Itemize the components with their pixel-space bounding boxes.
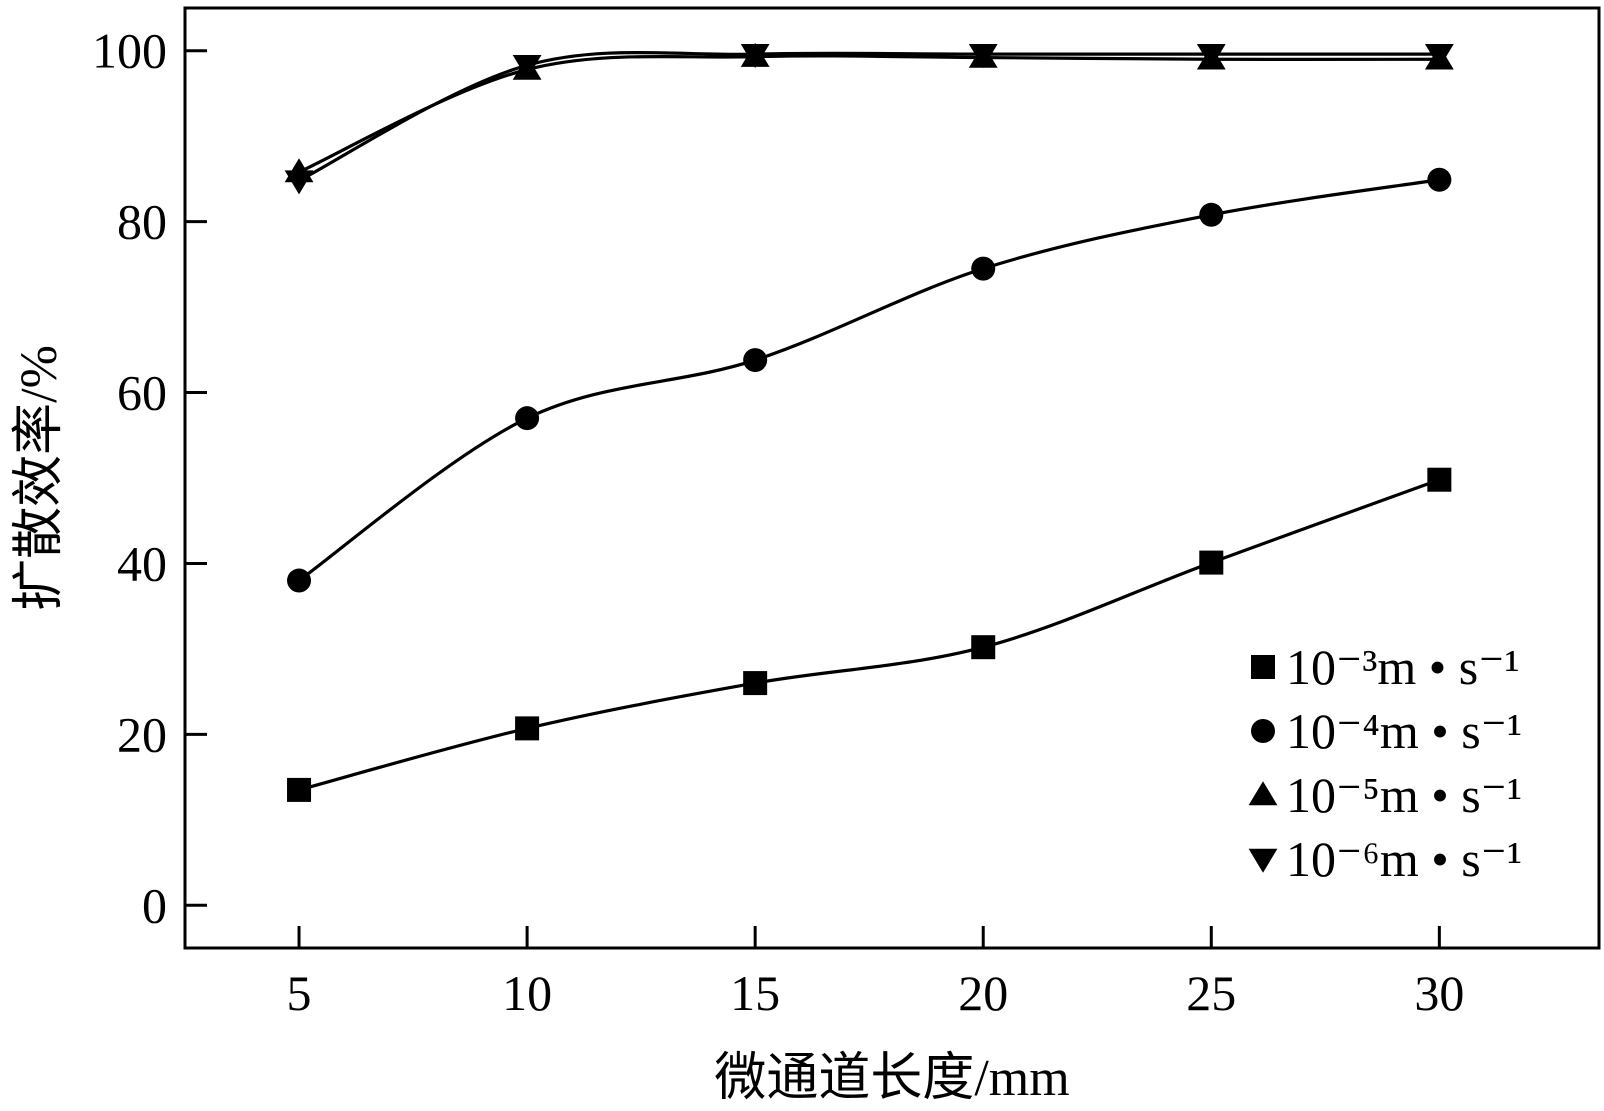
data-point-circle <box>743 348 768 373</box>
series-lines <box>298 50 1440 792</box>
data-point-square <box>743 671 768 696</box>
y-tick-label: 80 <box>117 194 167 250</box>
y-axis-ticks: 0 20 40 60 80 100 <box>92 23 207 933</box>
data-point-triangle-down <box>284 170 314 195</box>
legend: 10⁻³m • s⁻¹ 10⁻⁴m • s⁻¹ 10⁻⁵m • s⁻¹ 10⁻⁶m •… <box>1248 639 1522 887</box>
series-line <box>298 478 1440 792</box>
x-tick-label: 20 <box>958 965 1008 1021</box>
data-point-triangle-down <box>1196 43 1226 68</box>
legend-entry-label: 10⁻⁶m • s⁻¹ <box>1286 831 1522 887</box>
legend-entry-label: 10⁻⁵m • s⁻¹ <box>1286 767 1522 823</box>
data-point-square <box>287 777 312 802</box>
data-point-triangle-down <box>1424 43 1454 68</box>
series-line <box>298 50 1440 183</box>
legend-marker-circle <box>1251 719 1275 743</box>
data-point-circle <box>1199 202 1224 227</box>
x-axis-ticks: 5 10 15 20 25 30 <box>287 926 1464 1021</box>
x-tick-label: 5 <box>287 965 312 1021</box>
legend-entry-label: 10⁻³m • s⁻¹ <box>1286 639 1520 695</box>
data-point-triangle-down <box>740 43 770 68</box>
y-tick-label: 60 <box>117 365 167 421</box>
y-axis-label: 扩散效率/% <box>11 345 68 611</box>
data-point-square <box>1199 550 1224 575</box>
data-point-circle <box>971 256 996 281</box>
series-line <box>298 178 1440 582</box>
data-point-square <box>515 716 540 741</box>
y-tick-label: 20 <box>117 706 167 762</box>
series-line <box>298 54 1440 174</box>
data-point-triangle-down <box>968 43 998 68</box>
plot-frame <box>183 6 1601 950</box>
data-point-triangle-down <box>512 55 542 80</box>
data-point-square <box>1427 467 1452 492</box>
legend-entry-label: 10⁻⁴m • s⁻¹ <box>1286 703 1522 759</box>
x-tick-label: 25 <box>1186 965 1236 1021</box>
legend-marker-triangle-up <box>1248 781 1278 806</box>
legend-marker-square <box>1251 655 1275 679</box>
x-tick-label: 10 <box>502 965 552 1021</box>
data-point-square <box>971 635 996 660</box>
y-tick-label: 40 <box>117 535 167 591</box>
x-tick-label: 15 <box>730 965 780 1021</box>
data-point-circle <box>1427 167 1452 192</box>
x-tick-label: 30 <box>1414 965 1464 1021</box>
series-markers <box>284 42 1454 802</box>
data-point-circle <box>515 406 540 431</box>
y-tick-label: 100 <box>92 23 167 79</box>
y-tick-label: 0 <box>142 877 167 933</box>
data-point-circle <box>287 568 312 593</box>
x-axis-label: 微通道长度/mm <box>714 1050 1069 1107</box>
legend-marker-triangle-down <box>1248 848 1278 873</box>
